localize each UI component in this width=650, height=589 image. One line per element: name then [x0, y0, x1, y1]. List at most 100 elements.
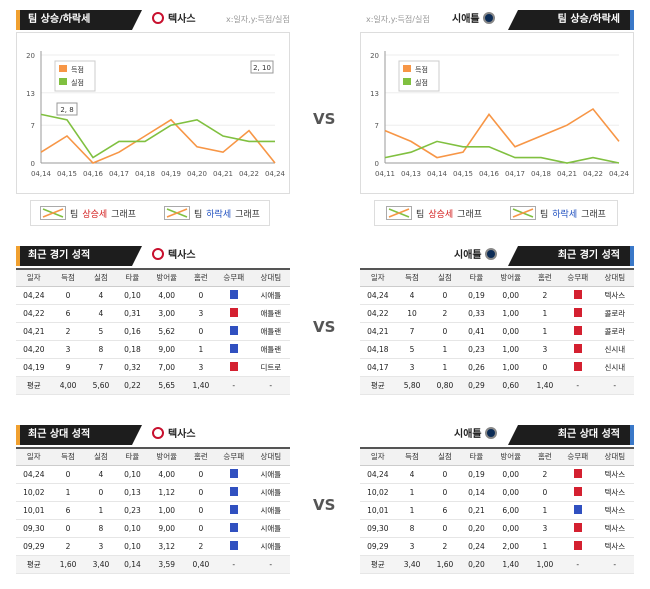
left-chart-header: 팀 상승/하락세: [16, 10, 142, 30]
table-cell: 0: [428, 519, 462, 538]
x-tick-label: 04,24: [265, 170, 286, 178]
table-cell: 04,21: [360, 322, 396, 341]
average-cell: 3,59: [147, 555, 186, 574]
result-cell: [559, 304, 596, 323]
result-badge-icon: [229, 361, 238, 371]
series-line-실점: [40, 113, 275, 159]
table-cell: 1: [529, 501, 560, 520]
table-cell: 애틀랜: [251, 322, 290, 341]
result-badge-icon: [229, 468, 238, 478]
table-cell: 0: [428, 322, 462, 341]
table-cell: 10,01: [360, 501, 396, 520]
x-tick-label: 04,21: [213, 170, 233, 178]
table-cell: 7: [84, 358, 118, 377]
table-cell: 4: [84, 304, 118, 323]
cross-icon: [40, 206, 67, 220]
table-cell: 0,21: [461, 501, 492, 520]
table-cell: 1: [428, 358, 462, 377]
table-cell: 1: [529, 537, 560, 556]
table-cell: 1: [395, 483, 429, 502]
average-row: 평균 1,60 3,40 0,14 3,59 0,40- -: [16, 555, 290, 574]
average-cell: 1,40: [185, 376, 216, 395]
right-chart-frame: 0 7 13 20 04,11 04,13 04,14 04,15 04,16 04,17 04,1…: [360, 32, 634, 194]
average-cell: 0,29: [461, 376, 492, 395]
h2h-left-table-wrap: 일자 득점 실점 타율 방어율 홈런 승무패 상대팀 04,24 0 4 0,10 4,00 0 시애틀 10…: [16, 447, 290, 574]
h2h-right-table: 일자 득점 실점 타율 방어율 홈런 승무패 상대팀 04,24 4 0 0,19 0,00 2 텍사스 10…: [360, 447, 634, 574]
column-header: 득점: [395, 448, 429, 466]
table-cell: 3: [51, 340, 85, 359]
table-cell: 0: [428, 465, 462, 484]
result-cell: [215, 358, 252, 377]
column-header: 득점: [51, 269, 85, 287]
table-cell: 1: [84, 501, 118, 520]
table-cell: 0: [185, 483, 216, 502]
column-header: 홈런: [529, 269, 560, 287]
table-cell: 2: [428, 537, 462, 556]
table-cell: 4: [84, 465, 118, 484]
x-tick-label: 04,18: [135, 170, 155, 178]
table-cell: 0,00: [491, 322, 530, 341]
recent-right-team: 시애틀: [454, 246, 501, 266]
result-badge-icon: [573, 361, 582, 371]
result-cell: [215, 501, 252, 520]
table-cell: 09,29: [16, 537, 52, 556]
result-badge-icon: [573, 486, 582, 496]
result-cell: [215, 340, 252, 359]
table-cell: 4: [84, 286, 118, 305]
average-cell: 5,80: [395, 376, 429, 395]
table-cell: 0,13: [117, 483, 148, 502]
table-cell: 0: [185, 519, 216, 538]
result-badge-icon: [229, 504, 238, 514]
table-cell: 0: [529, 483, 560, 502]
average-row: 평균 5,80 0,80 0,29 0,60 1,40- -: [360, 376, 634, 395]
result-badge-icon: [573, 307, 582, 317]
average-cell: 평균: [16, 376, 52, 395]
result-badge-icon: [573, 468, 582, 478]
result-cell: [559, 465, 596, 484]
table-cell: 텍사스: [595, 286, 634, 305]
table-cell: 텍사스: [595, 519, 634, 538]
y-tick-label: 7: [375, 122, 379, 130]
x-tick-label: 04,17: [505, 170, 525, 178]
table-cell: 3: [395, 358, 429, 377]
average-cell: 평균: [360, 555, 396, 574]
table-cell: 시애틀: [251, 537, 290, 556]
table-cell: 시애틀: [251, 501, 290, 520]
table-cell: 애틀랜: [251, 340, 290, 359]
left-chart-header-title: 팀 상승/하락세: [16, 10, 142, 30]
result-cell: [559, 519, 596, 538]
table-cell: 0,18: [117, 340, 148, 359]
left-graph-legend: 팀 상승세 그래프 팀 하락세 그래프: [30, 200, 270, 226]
table-cell: 0: [51, 519, 85, 538]
table-row: 04,21 2 5 0,16 5,62 0 애틀랜: [16, 322, 290, 341]
table-cell: 애틀랜: [251, 304, 290, 323]
result-badge-icon: [573, 289, 582, 299]
table-cell: 1: [428, 340, 462, 359]
corner-label-box: [250, 60, 274, 74]
table-row: 09,30 0 8 0,10 9,00 0 시애틀: [16, 519, 290, 538]
table-cell: 0,23: [117, 501, 148, 520]
x-tick-label: 04,13: [401, 170, 421, 178]
x-tick-label: 04,16: [83, 170, 104, 178]
table-cell: 5,62: [147, 322, 186, 341]
right-down-trend-legend: 팀 하락세 그래프: [510, 206, 606, 220]
legend-swatch: [403, 78, 411, 85]
y-tick-label: 7: [31, 122, 35, 130]
table-cell: 0,41: [461, 322, 492, 341]
table-cell: 04,22: [360, 304, 396, 323]
left-chart-subtitle: x:일자,y:득점/실점: [226, 15, 290, 24]
column-header: 상대팀: [251, 448, 290, 466]
table-cell: 6,00: [491, 501, 530, 520]
recent-left-accent: [16, 246, 20, 266]
table-cell: 0,26: [461, 358, 492, 377]
series-line-득점: [384, 107, 620, 159]
right-line-chart: 0 7 13 20 04,11 04,13 04,14 04,15 04,16 04,17 04,1…: [370, 51, 630, 178]
x-tick-label: 04,16: [479, 170, 500, 178]
table-cell: 시애틀: [251, 465, 290, 484]
result-cell: [215, 322, 252, 341]
average-cell: -: [251, 555, 290, 574]
x-tick-label: 04,19: [161, 170, 181, 178]
average-cell: 3,40: [84, 555, 118, 574]
right-chart-header: 팀 상승/하락세: [508, 10, 634, 30]
